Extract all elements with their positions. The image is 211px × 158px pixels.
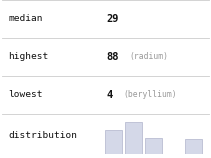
Bar <box>125 122 142 154</box>
Bar <box>145 138 162 154</box>
Text: median: median <box>8 15 43 23</box>
Text: 88: 88 <box>107 52 119 62</box>
Text: highest: highest <box>8 52 49 61</box>
Text: 29: 29 <box>107 14 119 24</box>
Bar <box>185 140 203 154</box>
Bar <box>104 130 122 154</box>
Text: (radium): (radium) <box>130 52 169 61</box>
Text: (beryllium): (beryllium) <box>123 90 177 99</box>
Text: distribution: distribution <box>8 131 77 140</box>
Text: lowest: lowest <box>8 90 43 99</box>
Text: 4: 4 <box>107 90 113 100</box>
